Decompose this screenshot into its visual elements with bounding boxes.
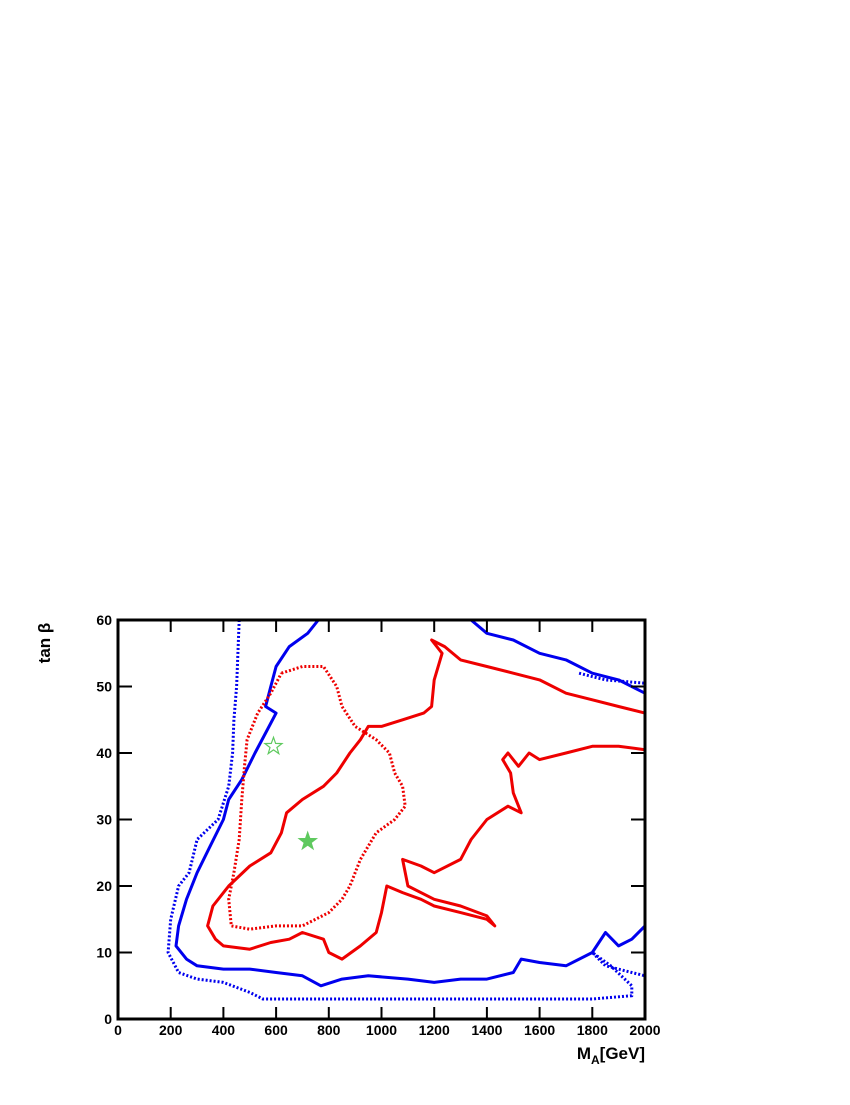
contour-line: [227, 665, 407, 931]
y-axis-label: tan β: [35, 623, 54, 664]
x-axis-label-main: M: [577, 1044, 591, 1063]
x-tick-label: 1400: [471, 1022, 502, 1038]
contour-line: [206, 638, 646, 961]
x-tick-label: 800: [317, 1022, 341, 1038]
y-tick-label: 40: [96, 745, 112, 761]
x-tick-label: 2000: [629, 1022, 660, 1038]
y-tick-label: 0: [104, 1011, 112, 1027]
y-tick-label: 30: [96, 812, 112, 828]
x-tick-label: 400: [212, 1022, 236, 1038]
x-tick-label: 1600: [524, 1022, 555, 1038]
y-tick-label: 10: [96, 945, 112, 961]
y-tick-label: 50: [96, 679, 112, 695]
x-tick-label: 1800: [577, 1022, 608, 1038]
contour-line: [470, 618, 646, 695]
x-tick-label: 1000: [366, 1022, 397, 1038]
contour-line: [166, 619, 646, 1001]
contour-line: [174, 619, 647, 988]
x-axis-label-unit: [GeV]: [600, 1044, 645, 1063]
plot-frame: [116, 618, 647, 1021]
star-marker: [297, 830, 319, 851]
star-marker: [263, 735, 284, 756]
x-axis-label: MA[GeV]: [577, 1044, 645, 1067]
x-tick-label: 200: [159, 1022, 183, 1038]
y-tick-label: 20: [96, 878, 112, 894]
x-tick-label: 0: [114, 1022, 122, 1038]
x-tick-label: 600: [264, 1022, 288, 1038]
x-tick-label: 1200: [419, 1022, 450, 1038]
x-axis-label-sub: A: [591, 1053, 600, 1067]
y-tick-label: 60: [96, 612, 112, 628]
contour-line: [578, 671, 646, 685]
